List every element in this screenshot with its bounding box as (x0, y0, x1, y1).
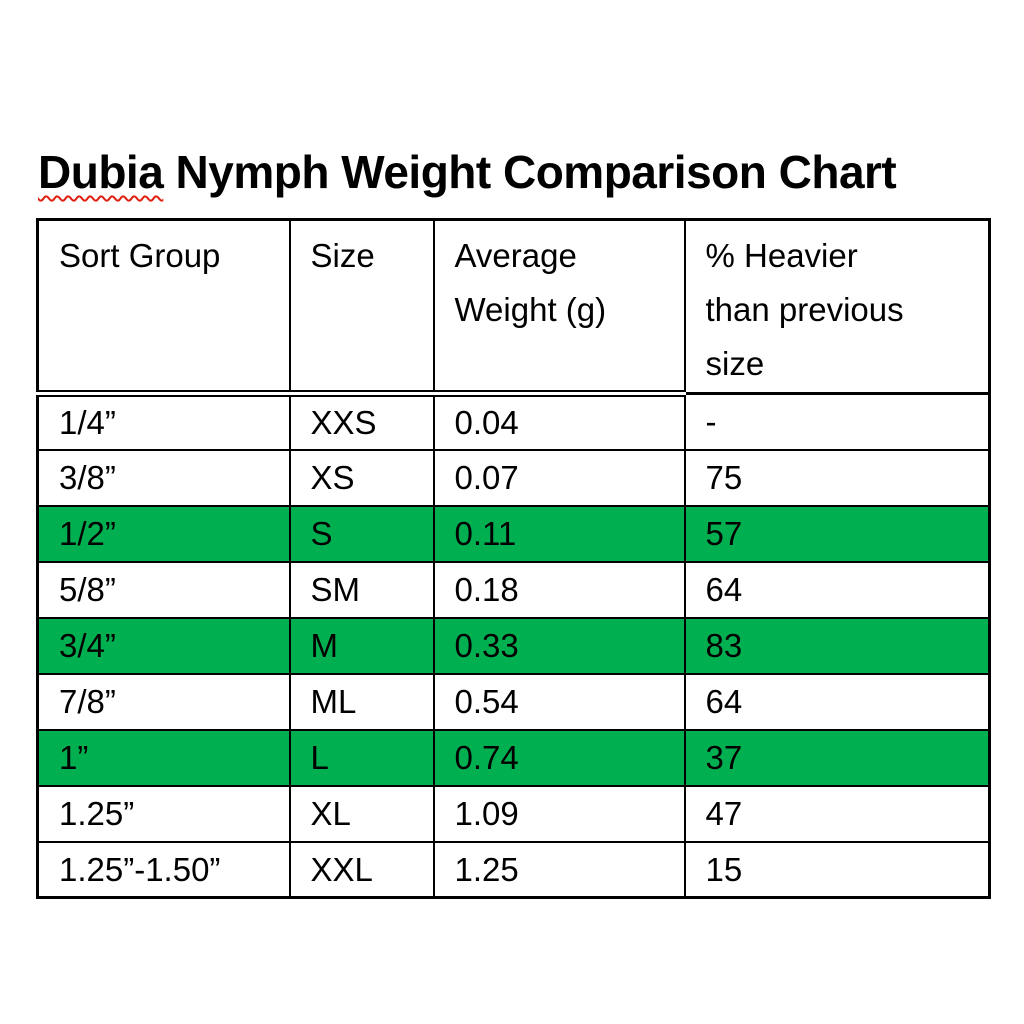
page-title: Dubia Nymph Weight Comparison Chart (38, 145, 897, 199)
cell-size: ML (288, 672, 435, 731)
cell-size: SM (288, 560, 435, 619)
cell-avg-weight: 0.11 (432, 504, 686, 563)
cell-size: M (288, 616, 435, 675)
cell-sort-group: 1” (36, 728, 291, 787)
table-row-highlighted: 1” L 0.74 37 (36, 728, 991, 787)
table-row: 1.25”-1.50” XXL 1.25 15 (36, 840, 991, 899)
cell-avg-weight: 1.25 (432, 840, 686, 899)
table-row: 1.25” XL 1.09 47 (36, 784, 991, 843)
cell-sort-group: 3/8” (36, 448, 291, 507)
table-row: 5/8” SM 0.18 64 (36, 560, 991, 619)
header-row: Sort Group Size Average Weight (g) % Hea… (36, 218, 991, 397)
cell-pct-heavier: 83 (683, 616, 991, 675)
column-header-avg-weight: Average Weight (g) (432, 218, 686, 397)
cell-pct-heavier: - (683, 392, 991, 451)
cell-size: L (288, 728, 435, 787)
cell-pct-heavier: 75 (683, 448, 991, 507)
cell-avg-weight: 0.04 (432, 392, 686, 451)
cell-avg-weight: 1.09 (432, 784, 686, 843)
cell-pct-heavier: 37 (683, 728, 991, 787)
column-header-size: Size (288, 218, 435, 397)
cell-avg-weight: 0.74 (432, 728, 686, 787)
column-header-pct-heavier: % Heavier than previous size (683, 218, 991, 395)
cell-size: S (288, 504, 435, 563)
table-container: Sort Group Size Average Weight (g) % Hea… (36, 218, 991, 899)
cell-avg-weight: 0.07 (432, 448, 686, 507)
cell-pct-heavier: 15 (683, 840, 991, 899)
title-misspelled-word: Dubia (38, 145, 164, 198)
cell-pct-heavier: 57 (683, 504, 991, 563)
table-row-highlighted: 1/2” S 0.11 57 (36, 504, 991, 563)
cell-size: XL (288, 784, 435, 843)
cell-sort-group: 1.25” (36, 784, 291, 843)
cell-pct-heavier: 64 (683, 672, 991, 731)
table-row: 1/4” XXS 0.04 - (36, 392, 991, 451)
cell-avg-weight: 0.18 (432, 560, 686, 619)
cell-sort-group: 1.25”-1.50” (36, 840, 291, 899)
cell-sort-group: 3/4” (36, 616, 291, 675)
cell-pct-heavier: 64 (683, 560, 991, 619)
cell-pct-heavier: 47 (683, 784, 991, 843)
weight-comparison-table: Sort Group Size Average Weight (g) % Hea… (36, 218, 991, 899)
cell-avg-weight: 0.54 (432, 672, 686, 731)
cell-sort-group: 1/2” (36, 504, 291, 563)
cell-size: XS (288, 448, 435, 507)
cell-size: XXS (288, 392, 435, 451)
column-header-sort-group: Sort Group (36, 218, 291, 397)
table-row: 7/8” ML 0.54 64 (36, 672, 991, 731)
cell-avg-weight: 0.33 (432, 616, 686, 675)
table-row: 3/8” XS 0.07 75 (36, 448, 991, 507)
cell-sort-group: 5/8” (36, 560, 291, 619)
cell-size: XXL (288, 840, 435, 899)
cell-sort-group: 7/8” (36, 672, 291, 731)
table-row-highlighted: 3/4” M 0.33 83 (36, 616, 991, 675)
cell-sort-group: 1/4” (36, 392, 291, 451)
title-text: Nymph Weight Comparison Chart (163, 145, 897, 198)
